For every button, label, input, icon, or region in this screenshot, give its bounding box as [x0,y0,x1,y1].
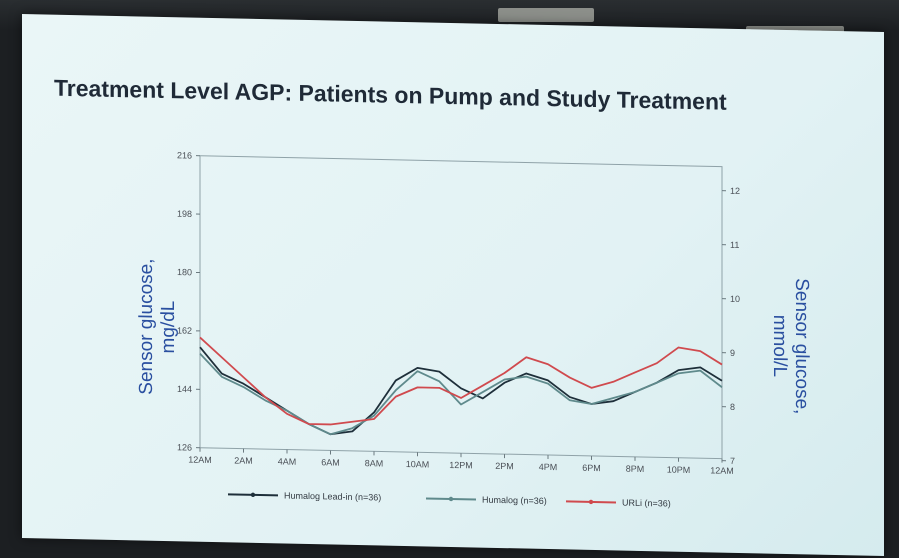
y-tick-label-right: 7 [730,456,735,466]
y-tick-label-left: 216 [177,150,192,160]
x-tick-label: 12AM [710,465,734,475]
y-tick-label-left: 180 [177,267,192,277]
x-tick-label: 6AM [321,457,340,467]
projector-screen: Treatment Level AGP: Patients on Pump an… [22,14,884,557]
y-tick-label-right: 10 [730,294,740,304]
legend-swatch-marker [588,499,594,505]
x-tick-label: 2AM [234,455,253,465]
ceiling-light [498,8,594,22]
x-tick-label: 10AM [406,459,430,469]
legend-swatch-marker [448,496,454,502]
x-tick-label: 12PM [449,460,473,470]
series-line-1 [199,346,723,436]
y-tick-label-left: 162 [177,325,192,335]
legend-label: Humalog (n=36) [482,495,547,506]
agp-chart: 126 144 162 180 198 216 7 8 9 10 11 12 12AM 2AM 4AM 6AM… [177,150,740,509]
x-tick-label: 2PM [495,461,514,471]
y-tick-label-left: 144 [177,384,192,394]
y-tick-label-left: 198 [177,209,192,219]
plot-frame [199,155,723,460]
y-tick-label-right: 8 [730,402,735,412]
x-tick-label: 8PM [626,464,645,474]
x-tick-label: 8AM [365,458,384,468]
legend-swatch-marker [250,492,256,498]
x-tick-label: 10PM [667,465,691,475]
legend-label: URLi (n=36) [622,498,671,509]
y-tick-label-right: 9 [730,348,735,358]
y-tick-label-right: 11 [730,240,739,250]
x-tick-label: 4PM [539,462,558,472]
y-tick-label-left: 126 [177,442,192,452]
x-tick-label: 12AM [188,454,212,464]
series-line-2 [199,353,723,436]
x-tick-label: 4AM [278,456,297,466]
legend-label: Humalog Lead-in (n=36) [284,490,381,502]
series-line-3 [199,336,723,426]
x-tick-label: 6PM [582,463,601,473]
y-tick-label-right: 12 [730,186,740,196]
